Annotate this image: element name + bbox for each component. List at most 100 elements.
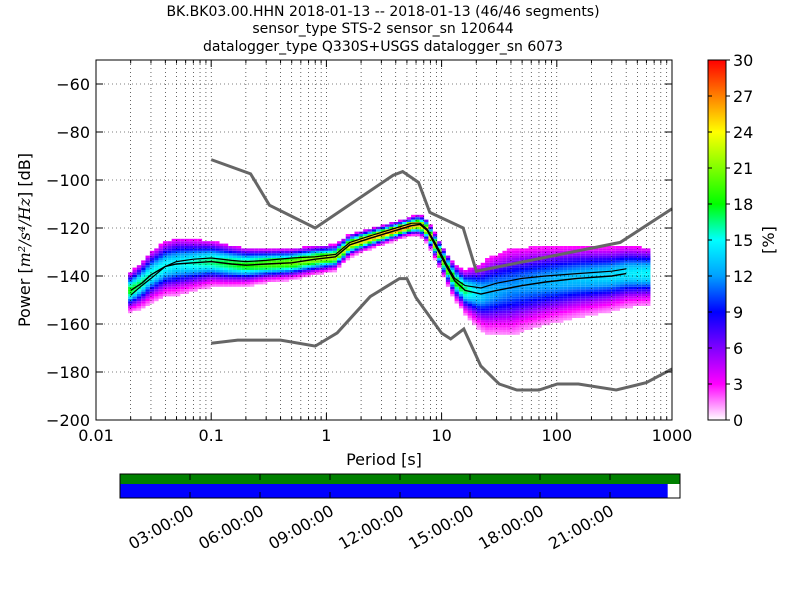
pdf-cell <box>567 313 573 316</box>
x-axis-ticks: 0.01 0.1 1 10 100 1000 <box>78 60 692 445</box>
pdf-cell <box>628 265 634 268</box>
pdf-cell <box>397 231 403 234</box>
pdf-cell <box>223 243 229 246</box>
pdf-cell <box>480 306 486 309</box>
pdf-cell <box>280 279 285 282</box>
pdf-cell <box>158 270 163 273</box>
pdf-cell <box>572 258 577 261</box>
colorbar-tick-label: 18 <box>733 195 753 214</box>
pdf-cell <box>489 260 494 263</box>
pdf-cell <box>454 286 459 290</box>
pdf-cell <box>184 272 190 275</box>
pdf-cell <box>480 274 486 278</box>
time-tick-label: 03:00:00 <box>125 501 197 553</box>
pdf-cell <box>471 282 477 285</box>
pdf-cell <box>493 313 499 316</box>
pdf-cell <box>467 270 472 273</box>
pdf-cell <box>628 274 634 278</box>
pdf-cell <box>624 255 629 258</box>
pdf-cell <box>184 270 190 273</box>
pdf-cell <box>228 265 233 268</box>
pdf-cell <box>467 291 472 294</box>
pdf-cell <box>628 294 634 297</box>
pdf-cell <box>397 222 403 225</box>
pdf-cell <box>611 291 616 294</box>
pdf-cell <box>485 258 490 261</box>
pdf-cell <box>485 303 490 306</box>
pdf-cell <box>132 284 137 287</box>
pdf-cell <box>615 274 620 278</box>
pdf-cell <box>598 248 603 251</box>
pdf-cell <box>502 318 507 321</box>
pdf-cell <box>550 308 555 311</box>
pdf-cell <box>297 265 303 268</box>
pdf-cell <box>450 260 455 263</box>
pdf-cell <box>236 272 242 275</box>
pdf-cell <box>441 265 446 268</box>
pdf-cell <box>437 265 442 268</box>
pdf-cell <box>454 279 459 282</box>
pdf-cell <box>154 265 159 268</box>
pdf-cell <box>541 267 546 270</box>
pdf-cell <box>476 265 481 268</box>
pdf-cell <box>637 270 642 273</box>
pdf-cell <box>541 291 546 294</box>
pdf-cell <box>498 282 503 285</box>
pdf-cell <box>572 315 577 318</box>
pdf-cell <box>184 274 190 278</box>
pdf-cell <box>541 250 546 254</box>
pdf-cell <box>184 250 190 254</box>
pdf-cell <box>184 238 190 242</box>
pdf-cell <box>136 306 142 309</box>
pdf-cell <box>528 298 533 302</box>
pdf-cell <box>506 267 512 270</box>
pdf-cell <box>598 262 603 266</box>
pdf-cell <box>572 253 577 256</box>
pdf-cell <box>502 253 507 256</box>
pdf-cell <box>145 284 150 287</box>
pdf-cell <box>310 267 316 270</box>
y-tick-label: −100 <box>46 171 90 190</box>
pdf-cell <box>593 301 599 304</box>
pdf-cell <box>528 325 533 328</box>
pdf-cell <box>598 258 603 261</box>
pdf-cell <box>506 260 512 263</box>
pdf-cell <box>524 255 529 258</box>
pdf-cell <box>633 277 638 280</box>
pdf-cell <box>132 282 137 285</box>
pdf-cell <box>297 253 303 256</box>
pdf-cell <box>306 265 311 268</box>
pdf-cell <box>624 260 629 263</box>
pdf-cell <box>633 270 638 273</box>
pdf-cell <box>511 313 516 316</box>
pdf-cell <box>315 248 320 251</box>
pdf-cell <box>511 255 516 258</box>
pdf-cell <box>637 277 642 280</box>
pdf-cell <box>189 272 194 275</box>
pdf-cell <box>136 267 142 270</box>
pdf-cell <box>633 286 638 290</box>
pdf-cell <box>145 270 150 273</box>
pdf-cell <box>593 310 599 314</box>
pdf-cell <box>585 284 590 287</box>
pdf-cell <box>615 262 620 266</box>
pdf-cell <box>458 277 464 280</box>
pdf-cell <box>537 277 542 280</box>
pdf-cell <box>563 284 568 287</box>
pdf-cell <box>376 243 381 246</box>
pdf-cell <box>371 241 377 244</box>
pdf-cell <box>206 246 211 249</box>
pdf-cell <box>232 246 237 249</box>
pdf-cell <box>441 272 446 275</box>
pdf-cell <box>585 246 590 249</box>
pdf-cell <box>167 255 172 258</box>
pdf-cell <box>162 284 168 287</box>
pdf-cell <box>158 248 163 251</box>
pdf-cell <box>258 270 264 273</box>
pdf-cell <box>646 270 651 273</box>
pdf-cell <box>149 270 155 273</box>
pdf-cell <box>210 255 216 258</box>
pdf-cell <box>541 296 546 299</box>
pdf-cell <box>519 270 525 273</box>
pdf-cell <box>567 289 573 292</box>
